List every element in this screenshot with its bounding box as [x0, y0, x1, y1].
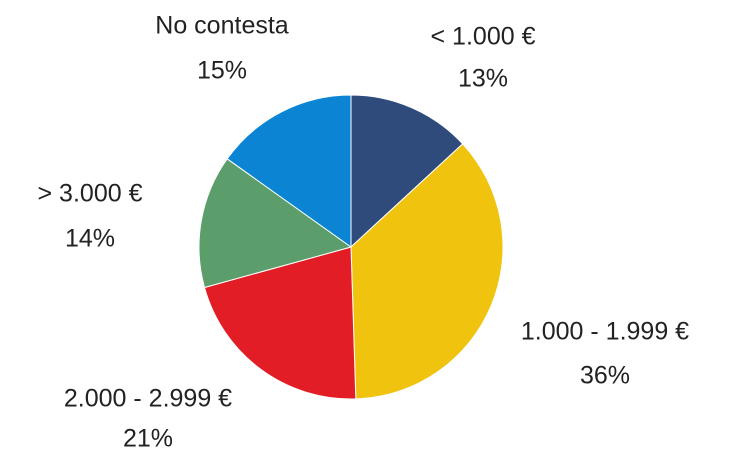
slice-label: 1.000 - 1.999 €	[521, 318, 689, 346]
pie-slice	[203, 246, 357, 400]
value-label: 14%	[65, 225, 115, 253]
value-label: 13%	[458, 65, 508, 93]
slice-label: > 3.000 €	[38, 180, 143, 208]
slice-label: No contesta	[155, 12, 289, 40]
slice-label: 2.000 - 2.999 €	[64, 385, 232, 413]
pie-slice	[350, 94, 464, 249]
value-label: 36%	[580, 362, 630, 390]
slice-label: < 1.000 €	[431, 23, 536, 51]
pie-slice	[198, 158, 353, 289]
pie-slice	[226, 94, 352, 248]
value-label: 15%	[197, 57, 247, 85]
pie-slice	[350, 143, 504, 400]
value-label: 21%	[123, 425, 173, 453]
